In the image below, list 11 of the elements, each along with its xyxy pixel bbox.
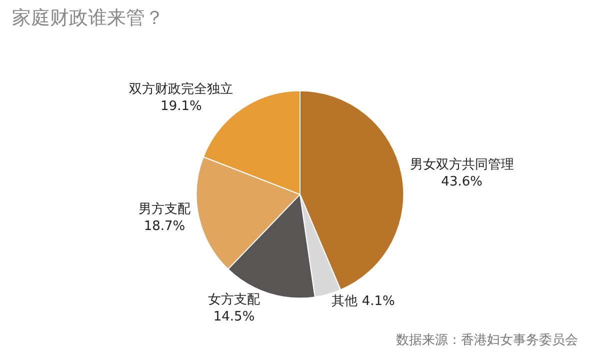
source-note: 数据来源：香港妇女事务委员会 (396, 333, 578, 348)
slice-label: 双方财政完全独立 (129, 81, 234, 98)
slice-label: 男女双方共同管理 (410, 156, 514, 173)
data-label: 19.1% (160, 99, 202, 114)
slice-label: 其他 4.1% (332, 294, 395, 309)
slice-label: 男方支配 (138, 201, 190, 218)
chart-title: 家庭财政谁来管？ (12, 7, 164, 30)
slice-label: 女方支配 (208, 292, 260, 308)
data-label: 43.6% (441, 174, 482, 190)
data-label: 18.7% (144, 218, 186, 234)
data-label: 14.5% (213, 310, 255, 325)
